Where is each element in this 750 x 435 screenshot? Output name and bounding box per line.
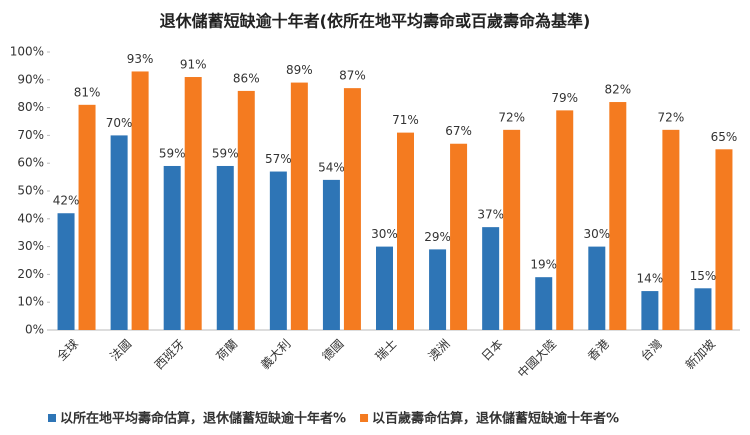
bar [556, 110, 574, 330]
y-tick-label: 60% [17, 156, 44, 170]
bar [429, 249, 447, 330]
value-label: 15% [690, 269, 717, 283]
x-tick-label: 德國 [319, 336, 347, 364]
bar [216, 165, 234, 330]
bar [609, 102, 627, 330]
value-label: 54% [318, 160, 345, 174]
value-label: 30% [371, 227, 398, 241]
bar [376, 246, 393, 330]
bar [343, 88, 361, 330]
value-label: 87% [339, 69, 366, 83]
bar [715, 149, 733, 330]
x-tick-label: 瑞士 [373, 337, 400, 364]
bar [503, 129, 521, 330]
value-label: 59% [212, 146, 239, 160]
x-tick-label: 全球 [54, 336, 82, 364]
value-label: 29% [424, 230, 451, 244]
x-tick-label: 法國 [107, 337, 134, 364]
bar [269, 171, 287, 330]
value-label: 72% [658, 110, 685, 124]
bar [641, 291, 659, 330]
bar [588, 246, 606, 330]
x-tick-label: 西班牙 [152, 337, 187, 372]
value-label: 86% [233, 71, 260, 85]
value-label: 79% [551, 91, 578, 105]
value-label: 81% [74, 85, 101, 99]
chart-title: 退休儲蓄短缺逾十年者(依所在地平均壽命或百歲壽命為基準) [160, 12, 591, 31]
x-tick-label: 新加坡 [682, 336, 718, 372]
bar [110, 135, 128, 330]
value-label: 93% [127, 52, 154, 66]
value-label: 37% [477, 208, 504, 222]
bar [290, 82, 308, 330]
legend-swatch [360, 414, 369, 422]
bar [694, 288, 712, 330]
x-tick-label: 台灣 [637, 336, 665, 364]
value-label: 42% [53, 194, 80, 208]
y-tick-label: 40% [17, 211, 44, 225]
bar [482, 227, 500, 330]
legend-swatch [48, 414, 56, 422]
value-label: 14% [637, 272, 664, 286]
value-label: 57% [265, 152, 292, 166]
y-tick-label: 10% [17, 295, 44, 309]
y-tick-label: 50% [17, 184, 44, 198]
value-label: 72% [498, 110, 525, 124]
value-label: 30% [583, 227, 610, 241]
y-tick-label: 90% [17, 72, 44, 86]
value-label: 82% [604, 83, 631, 97]
x-tick-label: 香港 [585, 337, 612, 364]
bar [78, 104, 96, 330]
bar [237, 90, 255, 330]
y-tick-label: 0% [25, 323, 44, 337]
legend-label: 以所在地平均壽命估算，退休儲蓄短缺逾十年者% [60, 411, 346, 427]
bar [57, 213, 75, 330]
x-tick-label: 日本 [479, 337, 506, 364]
x-tick-label: 義大利 [257, 336, 293, 372]
x-tick-label: 荷蘭 [213, 337, 240, 364]
y-tick-label: 30% [17, 239, 44, 253]
bar [662, 129, 680, 330]
bar [131, 71, 149, 331]
y-tick-label: 70% [17, 128, 44, 142]
bar [163, 165, 181, 330]
bar [397, 132, 414, 330]
value-label: 67% [445, 124, 472, 138]
value-label: 19% [530, 258, 557, 272]
bar [184, 77, 202, 331]
y-tick-label: 100% [10, 45, 44, 59]
value-label: 89% [286, 63, 313, 77]
bar [322, 179, 340, 330]
bar [535, 277, 553, 330]
value-label: 71% [392, 113, 419, 127]
x-tick-label: 中國大陸 [514, 336, 559, 381]
value-label: 91% [180, 58, 207, 72]
value-label: 59% [159, 146, 186, 160]
value-label: 65% [711, 130, 738, 144]
x-tick-label: 澳洲 [426, 337, 453, 364]
value-label: 70% [106, 116, 133, 130]
y-tick-label: 80% [17, 100, 44, 114]
legend-label: 以百歲壽命估算，退休儲蓄短缺逾十年者% [372, 411, 619, 427]
bar [450, 143, 468, 330]
y-tick-label: 20% [17, 267, 44, 281]
